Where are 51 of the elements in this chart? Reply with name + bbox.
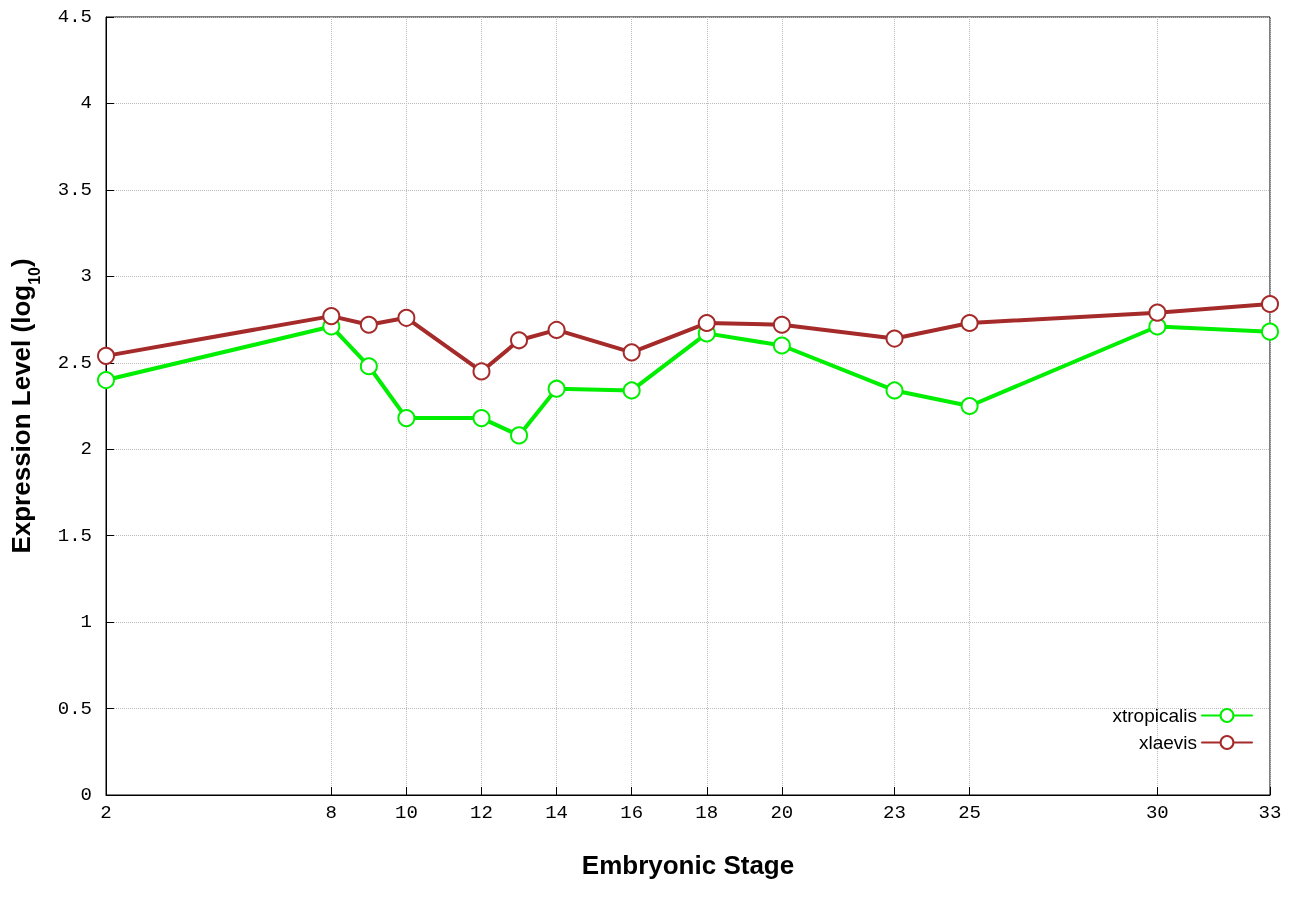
point <box>322 307 341 326</box>
point <box>510 331 529 350</box>
y-tick-label: 4.5 <box>57 6 92 28</box>
x-tick-label: 16 <box>620 801 644 824</box>
point <box>1261 295 1279 313</box>
point <box>1148 303 1167 322</box>
point <box>397 308 416 327</box>
point <box>97 371 115 390</box>
x-tick-label: 2 <box>100 801 112 824</box>
y-axis-title: Expression Level (log10) <box>6 258 43 554</box>
point <box>960 397 979 415</box>
x-tick-label: 18 <box>695 801 719 824</box>
x-tick-label: 23 <box>883 801 906 824</box>
point <box>472 362 491 381</box>
point <box>397 409 416 428</box>
point <box>359 357 378 376</box>
legend-label: xtropicalis <box>1112 705 1197 726</box>
y-tick-label: 2 <box>80 438 92 461</box>
legend-label: xlaevis <box>1138 732 1197 753</box>
point <box>97 346 115 365</box>
y-tick-label: 2.5 <box>57 351 92 374</box>
point <box>885 329 904 348</box>
y-tick-label: 0 <box>80 784 92 806</box>
x-axis-title: Embryonic Stage <box>581 850 795 880</box>
point <box>772 315 791 334</box>
y-tick-label: 3 <box>80 265 92 288</box>
point <box>885 381 904 400</box>
x-tick-label: 12 <box>470 801 493 824</box>
point <box>622 381 641 400</box>
x-tick-label: 20 <box>770 801 794 824</box>
y-tick-label: 1 <box>80 611 92 634</box>
x-tick-label: 8 <box>325 801 337 824</box>
x-tick-label: 25 <box>958 801 982 824</box>
point <box>547 320 566 339</box>
x-tick-label: 14 <box>545 801 568 824</box>
point <box>359 315 378 334</box>
point <box>547 379 566 398</box>
point <box>1261 322 1279 341</box>
y-tick-label: 0.5 <box>57 697 92 720</box>
x-tick-label: 30 <box>1145 801 1169 824</box>
point <box>510 426 529 445</box>
x-tick-label: 33 <box>1258 801 1282 824</box>
point <box>772 336 791 355</box>
y-tick-label: 4 <box>80 92 92 115</box>
y-tick-label: 1.5 <box>57 524 92 547</box>
y-tick-label: 3.5 <box>57 178 92 201</box>
point <box>622 343 641 362</box>
x-tick-label: 10 <box>394 801 418 824</box>
point <box>960 314 979 333</box>
point <box>472 409 491 428</box>
point <box>697 314 716 333</box>
